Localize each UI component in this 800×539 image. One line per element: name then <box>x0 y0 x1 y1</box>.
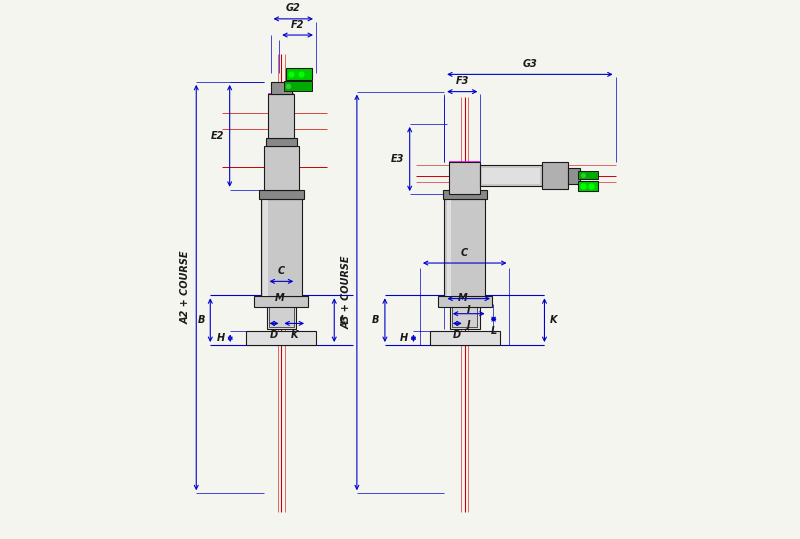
Text: L: L <box>340 315 346 325</box>
Text: A2 + COURSE: A2 + COURSE <box>181 251 191 324</box>
Bar <box>568 168 580 184</box>
Text: H: H <box>217 333 225 343</box>
Text: D: D <box>454 330 462 340</box>
Text: I: I <box>467 305 470 315</box>
Bar <box>482 168 540 184</box>
Text: J: J <box>467 320 470 330</box>
Text: E3: E3 <box>391 154 404 164</box>
Bar <box>264 146 299 190</box>
Text: L: L <box>490 326 497 336</box>
Text: G2: G2 <box>286 3 301 13</box>
Bar <box>445 199 485 296</box>
Bar <box>542 162 568 189</box>
Bar <box>438 296 492 307</box>
Bar <box>246 331 317 345</box>
Text: D: D <box>270 330 278 340</box>
Bar <box>263 199 268 296</box>
Text: B: B <box>372 315 379 325</box>
Bar <box>452 307 478 327</box>
Bar <box>266 138 297 146</box>
Text: K: K <box>550 315 558 325</box>
Bar <box>578 181 598 191</box>
Text: E2: E2 <box>211 131 224 141</box>
Bar <box>271 82 292 94</box>
Text: F3: F3 <box>455 76 469 86</box>
Text: B: B <box>198 315 205 325</box>
Text: H: H <box>400 333 408 343</box>
Text: C: C <box>278 266 285 276</box>
Bar <box>269 307 294 327</box>
Bar <box>449 162 480 194</box>
Bar <box>442 190 486 199</box>
Bar <box>446 199 451 296</box>
Bar <box>262 199 302 296</box>
Text: G3: G3 <box>522 59 538 69</box>
Text: M: M <box>458 293 467 303</box>
Bar <box>254 296 308 307</box>
Text: M: M <box>274 293 284 303</box>
Text: A3 + COURSE: A3 + COURSE <box>342 255 351 329</box>
Bar <box>259 190 303 199</box>
Bar <box>480 165 542 186</box>
Text: C: C <box>461 247 468 258</box>
Text: K: K <box>290 330 298 340</box>
Bar <box>283 81 312 91</box>
Bar <box>578 171 598 179</box>
Bar <box>266 305 296 329</box>
Bar <box>269 94 294 138</box>
Bar <box>286 68 312 80</box>
Text: F2: F2 <box>291 19 304 30</box>
Bar <box>430 331 500 345</box>
Bar <box>450 305 479 329</box>
